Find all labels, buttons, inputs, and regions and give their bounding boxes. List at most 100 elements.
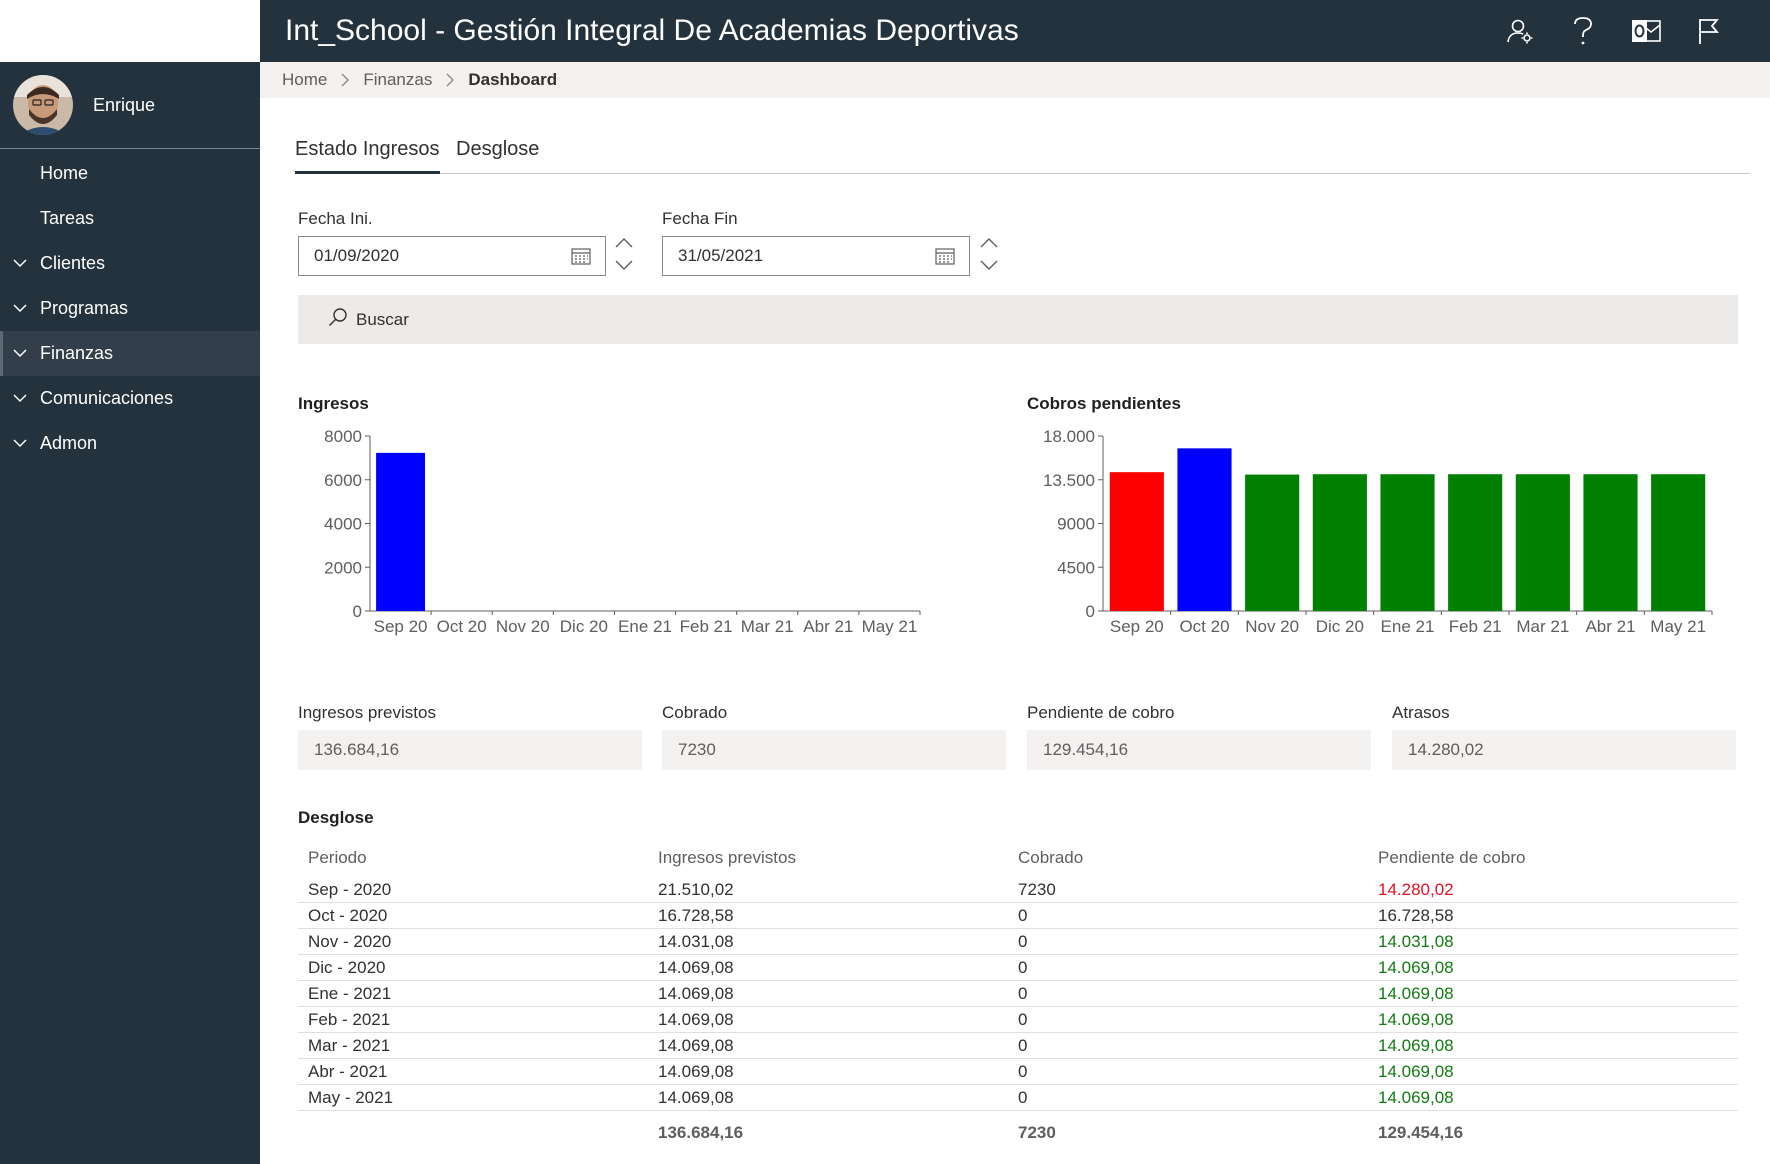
sidebar-item-tareas[interactable]: Tareas — [0, 196, 260, 241]
table-row[interactable]: May - 2021 14.069,08 0 14.069,08 — [298, 1085, 1738, 1111]
desglose-title: Desglose — [298, 808, 374, 827]
search-icon — [328, 307, 348, 332]
y-tick-label: 8000 — [324, 427, 362, 446]
chevron-down-icon[interactable] — [615, 254, 633, 276]
bar-sep-20[interactable] — [1109, 472, 1164, 611]
bar-may-21[interactable] — [1651, 474, 1706, 611]
sidebar-item-clientes[interactable]: Clientes — [0, 241, 260, 286]
cell-cobrado: 0 — [1018, 931, 1028, 951]
end-date-value: 31/05/2021 — [678, 246, 764, 265]
chevron-right-icon — [341, 73, 350, 87]
bar-feb-21[interactable] — [1448, 474, 1503, 611]
cell-periodo: Mar - 2021 — [308, 1035, 391, 1055]
table-row[interactable]: Abr - 2021 14.069,08 0 14.069,08 — [298, 1059, 1738, 1085]
cell-ingresos: 14.031,08 — [658, 931, 734, 951]
app-title: Int_School - Gestión Integral De Academi… — [285, 14, 1019, 47]
column-header[interactable]: Cobrado — [1018, 848, 1084, 867]
user-name: Enrique — [93, 94, 156, 115]
bar-dic-20[interactable] — [1312, 474, 1367, 611]
cell-periodo: Oct - 2020 — [308, 905, 388, 925]
cell-pendiente: 14.031,08 — [1378, 931, 1454, 951]
kpi-cobrado-label: Cobrado — [662, 703, 728, 722]
bar-mar-21[interactable] — [1515, 474, 1570, 611]
cell-cobrado: 0 — [1018, 983, 1028, 1003]
help-icon[interactable] — [1551, 0, 1614, 62]
cell-cobrado: 7230 — [1018, 879, 1056, 899]
x-tick-label: Mar 21 — [741, 617, 794, 636]
table-totals: 136.684,16 7230 129.454,16 — [298, 1111, 1738, 1149]
y-tick-label: 4000 — [324, 515, 362, 534]
x-tick-label: Feb 21 — [1449, 617, 1502, 636]
cell-periodo: Feb - 2021 — [308, 1009, 391, 1029]
tab-desglose[interactable]: Desglose — [456, 138, 540, 160]
sidebar-item-admon[interactable]: Admon — [0, 421, 260, 466]
sidebar: Enrique Home Tareas Clientes Programas F… — [0, 0, 260, 1164]
table-row[interactable]: Oct - 2020 16.728,58 0 16.728,58 — [298, 903, 1738, 929]
column-header[interactable]: Periodo — [308, 848, 367, 867]
x-tick-label: May 21 — [862, 617, 918, 636]
bar-ene-21[interactable] — [1380, 474, 1435, 611]
x-tick-label: Oct 20 — [437, 617, 487, 636]
cell-pendiente: 14.069,08 — [1378, 983, 1454, 1003]
cell-pendiente: 14.069,08 — [1378, 1035, 1454, 1055]
y-tick-label: 2000 — [324, 558, 362, 577]
y-tick-label: 9000 — [1057, 515, 1095, 534]
sidebar-item-home[interactable]: Home — [0, 151, 260, 196]
end-date-input[interactable]: 31/05/2021 — [662, 236, 970, 276]
chevron-down-icon — [0, 304, 40, 313]
chevron-up-icon[interactable] — [615, 232, 633, 254]
sidebar-item-comunicaciones[interactable]: Comunicaciones — [0, 376, 260, 421]
chevron-down-icon[interactable] — [980, 254, 998, 276]
breadcrumb-finanzas[interactable]: Finanzas — [363, 70, 433, 89]
breadcrumb-home[interactable]: Home — [282, 70, 328, 89]
column-header[interactable]: Pendiente de cobro — [1378, 848, 1526, 867]
bar-nov-20[interactable] — [1245, 474, 1300, 611]
cell-periodo: May - 2021 — [308, 1087, 394, 1107]
x-tick-label: Mar 21 — [1516, 617, 1569, 636]
people-settings-icon[interactable] — [1488, 0, 1551, 62]
cell-cobrado: 0 — [1018, 1061, 1028, 1081]
avatar[interactable] — [13, 75, 73, 135]
cell-cobrado: 0 — [1018, 1087, 1028, 1107]
column-header[interactable]: Ingresos previstos — [658, 848, 796, 867]
table-row[interactable]: Nov - 2020 14.031,08 0 14.031,08 — [298, 929, 1738, 955]
bar-oct-20[interactable] — [1177, 448, 1232, 611]
cell-ingresos: 14.069,08 — [658, 1009, 734, 1029]
search-button[interactable]: Buscar — [298, 295, 1738, 344]
table-row[interactable]: Ene - 2021 14.069,08 0 14.069,08 — [298, 981, 1738, 1007]
cell-pendiente: 14.280,02 — [1378, 879, 1454, 899]
cell-ingresos: 14.069,08 — [658, 983, 734, 1003]
table-header: Periodo Ingresos previstos Cobrado Pendi… — [298, 839, 1738, 877]
calendar-icon[interactable] — [935, 247, 955, 270]
breadcrumb: Home Finanzas Dashboard — [260, 62, 1770, 98]
start-date-input[interactable]: 01/09/2020 — [298, 236, 606, 276]
flag-icon[interactable] — [1677, 0, 1740, 62]
calendar-icon[interactable] — [571, 247, 591, 270]
y-tick-label: 0 — [353, 602, 362, 621]
bar-sep-20[interactable] — [376, 452, 425, 611]
table-row[interactable]: Dic - 2020 14.069,08 0 14.069,08 — [298, 955, 1738, 981]
sidebar-item-programas[interactable]: Programas — [0, 286, 260, 331]
bar-abr-21[interactable] — [1583, 474, 1638, 611]
user-profile[interactable]: Enrique — [0, 62, 260, 149]
cell-pendiente: 16.728,58 — [1378, 905, 1454, 925]
kpi-atrasos-label: Atrasos — [1392, 703, 1450, 722]
cell-cobrado: 0 — [1018, 957, 1028, 977]
sidebar-item-finanzas[interactable]: Finanzas — [0, 331, 260, 376]
table-row[interactable]: Mar - 2021 14.069,08 0 14.069,08 — [298, 1033, 1738, 1059]
outlook-icon[interactable] — [1614, 0, 1677, 62]
x-tick-label: Oct 20 — [1179, 617, 1229, 636]
table-row[interactable]: Feb - 2021 14.069,08 0 14.069,08 — [298, 1007, 1738, 1033]
chevron-up-icon[interactable] — [980, 232, 998, 254]
cell-pendiente: 14.069,08 — [1378, 1009, 1454, 1029]
x-tick-label: Ene 21 — [1381, 617, 1435, 636]
cell-ingresos: 14.069,08 — [658, 957, 734, 977]
cell-ingresos: 21.510,02 — [658, 879, 734, 899]
cell-ingresos: 16.728,58 — [658, 905, 734, 925]
cell-periodo: Abr - 2021 — [308, 1061, 388, 1081]
cell-periodo: Ene - 2021 — [308, 983, 392, 1003]
table-row[interactable]: Sep - 2020 21.510,02 7230 14.280,02 — [298, 877, 1738, 903]
breadcrumb-current: Dashboard — [468, 70, 558, 89]
chevron-down-icon — [0, 394, 40, 403]
tab-estado-ingresos[interactable]: Estado Ingresos — [295, 136, 440, 174]
